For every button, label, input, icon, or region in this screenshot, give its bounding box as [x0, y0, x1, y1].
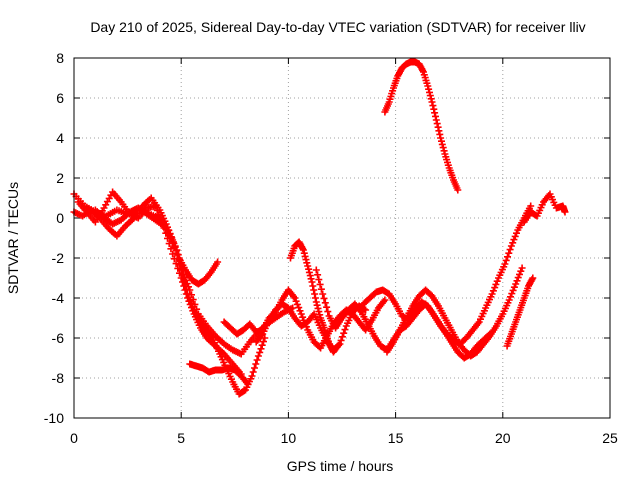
chart-title: Day 210 of 2025, Sidereal Day-to-day VTE…	[90, 19, 585, 35]
series-markers	[287, 238, 342, 356]
y-tick-label: 2	[56, 170, 64, 186]
series-markers	[381, 58, 462, 194]
series-prn-l	[381, 58, 462, 194]
y-tick-label: -2	[52, 250, 65, 266]
series-prn-n	[520, 190, 569, 226]
series-prn-m	[503, 274, 537, 350]
series-markers	[186, 360, 252, 388]
series-markers	[383, 264, 526, 360]
y-tick-label: 0	[56, 210, 64, 226]
x-tick-label: 10	[281, 430, 297, 446]
series-prn-h	[287, 238, 342, 356]
grid	[74, 58, 610, 418]
x-tick-label: 20	[495, 430, 511, 446]
x-tick-label: 25	[602, 430, 618, 446]
y-tick-label: -4	[52, 290, 65, 306]
tick-labels: 0 5 10 15 20 25 -10 -8 -6 -4 -2 0 2 4 6 8	[44, 50, 618, 446]
series-markers	[503, 274, 537, 350]
series-markers	[520, 190, 569, 226]
data-points	[70, 58, 569, 398]
series-prn-k	[383, 264, 526, 360]
y-tick-label: -6	[52, 330, 65, 346]
y-tick-label: 4	[56, 130, 64, 146]
x-tick-label: 15	[388, 430, 404, 446]
y-tick-label: -10	[44, 410, 64, 426]
x-tick-label: 0	[70, 430, 78, 446]
y-axis-label: SDTVAR / TECUs	[5, 182, 21, 294]
series-prn-e	[186, 360, 252, 388]
x-tick-label: 5	[177, 430, 185, 446]
y-tick-label: 8	[56, 50, 64, 66]
plot-frame	[73, 57, 611, 419]
y-tick-label: 6	[56, 90, 64, 106]
y-tick-label: -8	[52, 370, 65, 386]
x-axis-label: GPS time / hours	[287, 458, 394, 474]
